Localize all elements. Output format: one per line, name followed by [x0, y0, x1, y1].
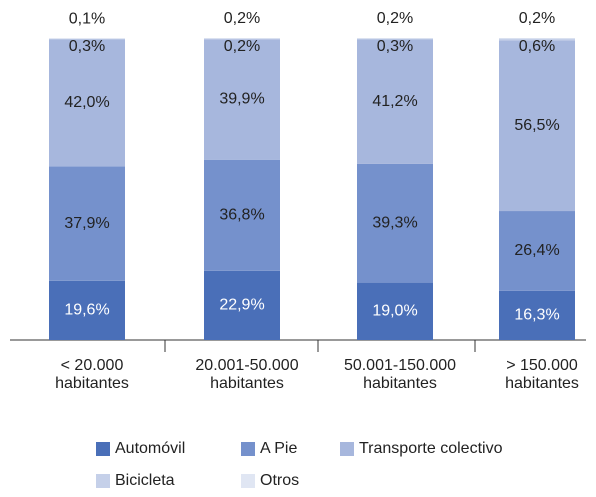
bar-segment: [49, 38, 125, 40]
bar-segment: [357, 38, 433, 39]
value-label: 0,2%: [224, 10, 260, 27]
bar-segment: [499, 40, 575, 212]
value-label: 0,1%: [69, 11, 105, 28]
x-tick-label: 50.001-150.000 habitantes: [344, 357, 456, 392]
value-label: 37,9%: [64, 215, 109, 232]
x-tick-label: > 150.000 habitantes: [505, 357, 579, 392]
legend-swatch: [96, 474, 110, 488]
value-label: 41,2%: [372, 93, 417, 110]
value-label: 36,8%: [219, 206, 264, 223]
bar-segment: [49, 39, 125, 167]
value-label: 0,3%: [377, 38, 413, 55]
legend-label: Bicicleta: [115, 472, 175, 489]
bar-segment: [204, 38, 280, 40]
value-label: 0,6%: [519, 38, 555, 55]
legend-swatch: [96, 442, 110, 456]
value-label: 0,2%: [519, 10, 555, 27]
x-tick-label: 20.001-50.000 habitantes: [195, 357, 298, 392]
bar-segment: [499, 38, 575, 39]
value-label: 19,6%: [64, 302, 109, 319]
legend-label: A Pie: [260, 440, 297, 457]
bar-segment: [49, 166, 125, 281]
bar-segment: [204, 270, 280, 340]
bar-segment: [357, 38, 433, 40]
value-label: 0,3%: [69, 38, 105, 55]
value-label: 26,4%: [514, 242, 559, 259]
x-tick-label: < 20.000 habitantes: [55, 357, 129, 392]
bar-segment: [357, 282, 433, 340]
value-label: 39,9%: [219, 91, 264, 108]
legend-swatch: [241, 442, 255, 456]
bar-segment: [204, 159, 280, 271]
value-label: 42,0%: [64, 94, 109, 111]
value-label: 0,2%: [224, 38, 260, 55]
value-label: 16,3%: [514, 307, 559, 324]
bar-segment: [499, 38, 575, 41]
bar-segment: [499, 290, 575, 340]
value-label: 0,2%: [377, 10, 413, 27]
bar-segment: [49, 280, 125, 340]
value-label: 22,9%: [219, 297, 264, 314]
legend-label: Transporte colectivo: [359, 440, 503, 457]
value-label: 39,3%: [372, 214, 417, 231]
bar-segment: [204, 39, 280, 160]
bar-segment: [499, 211, 575, 291]
legend-label: Automóvil: [115, 440, 185, 457]
value-label: 56,5%: [514, 117, 559, 134]
bar-segment: [204, 38, 280, 39]
bar-segment: [357, 39, 433, 164]
value-label: 19,0%: [372, 303, 417, 320]
legend-label: Otros: [260, 472, 299, 489]
bar-segment: [357, 163, 433, 283]
legend-swatch: [340, 442, 354, 456]
legend-swatch: [241, 474, 255, 488]
